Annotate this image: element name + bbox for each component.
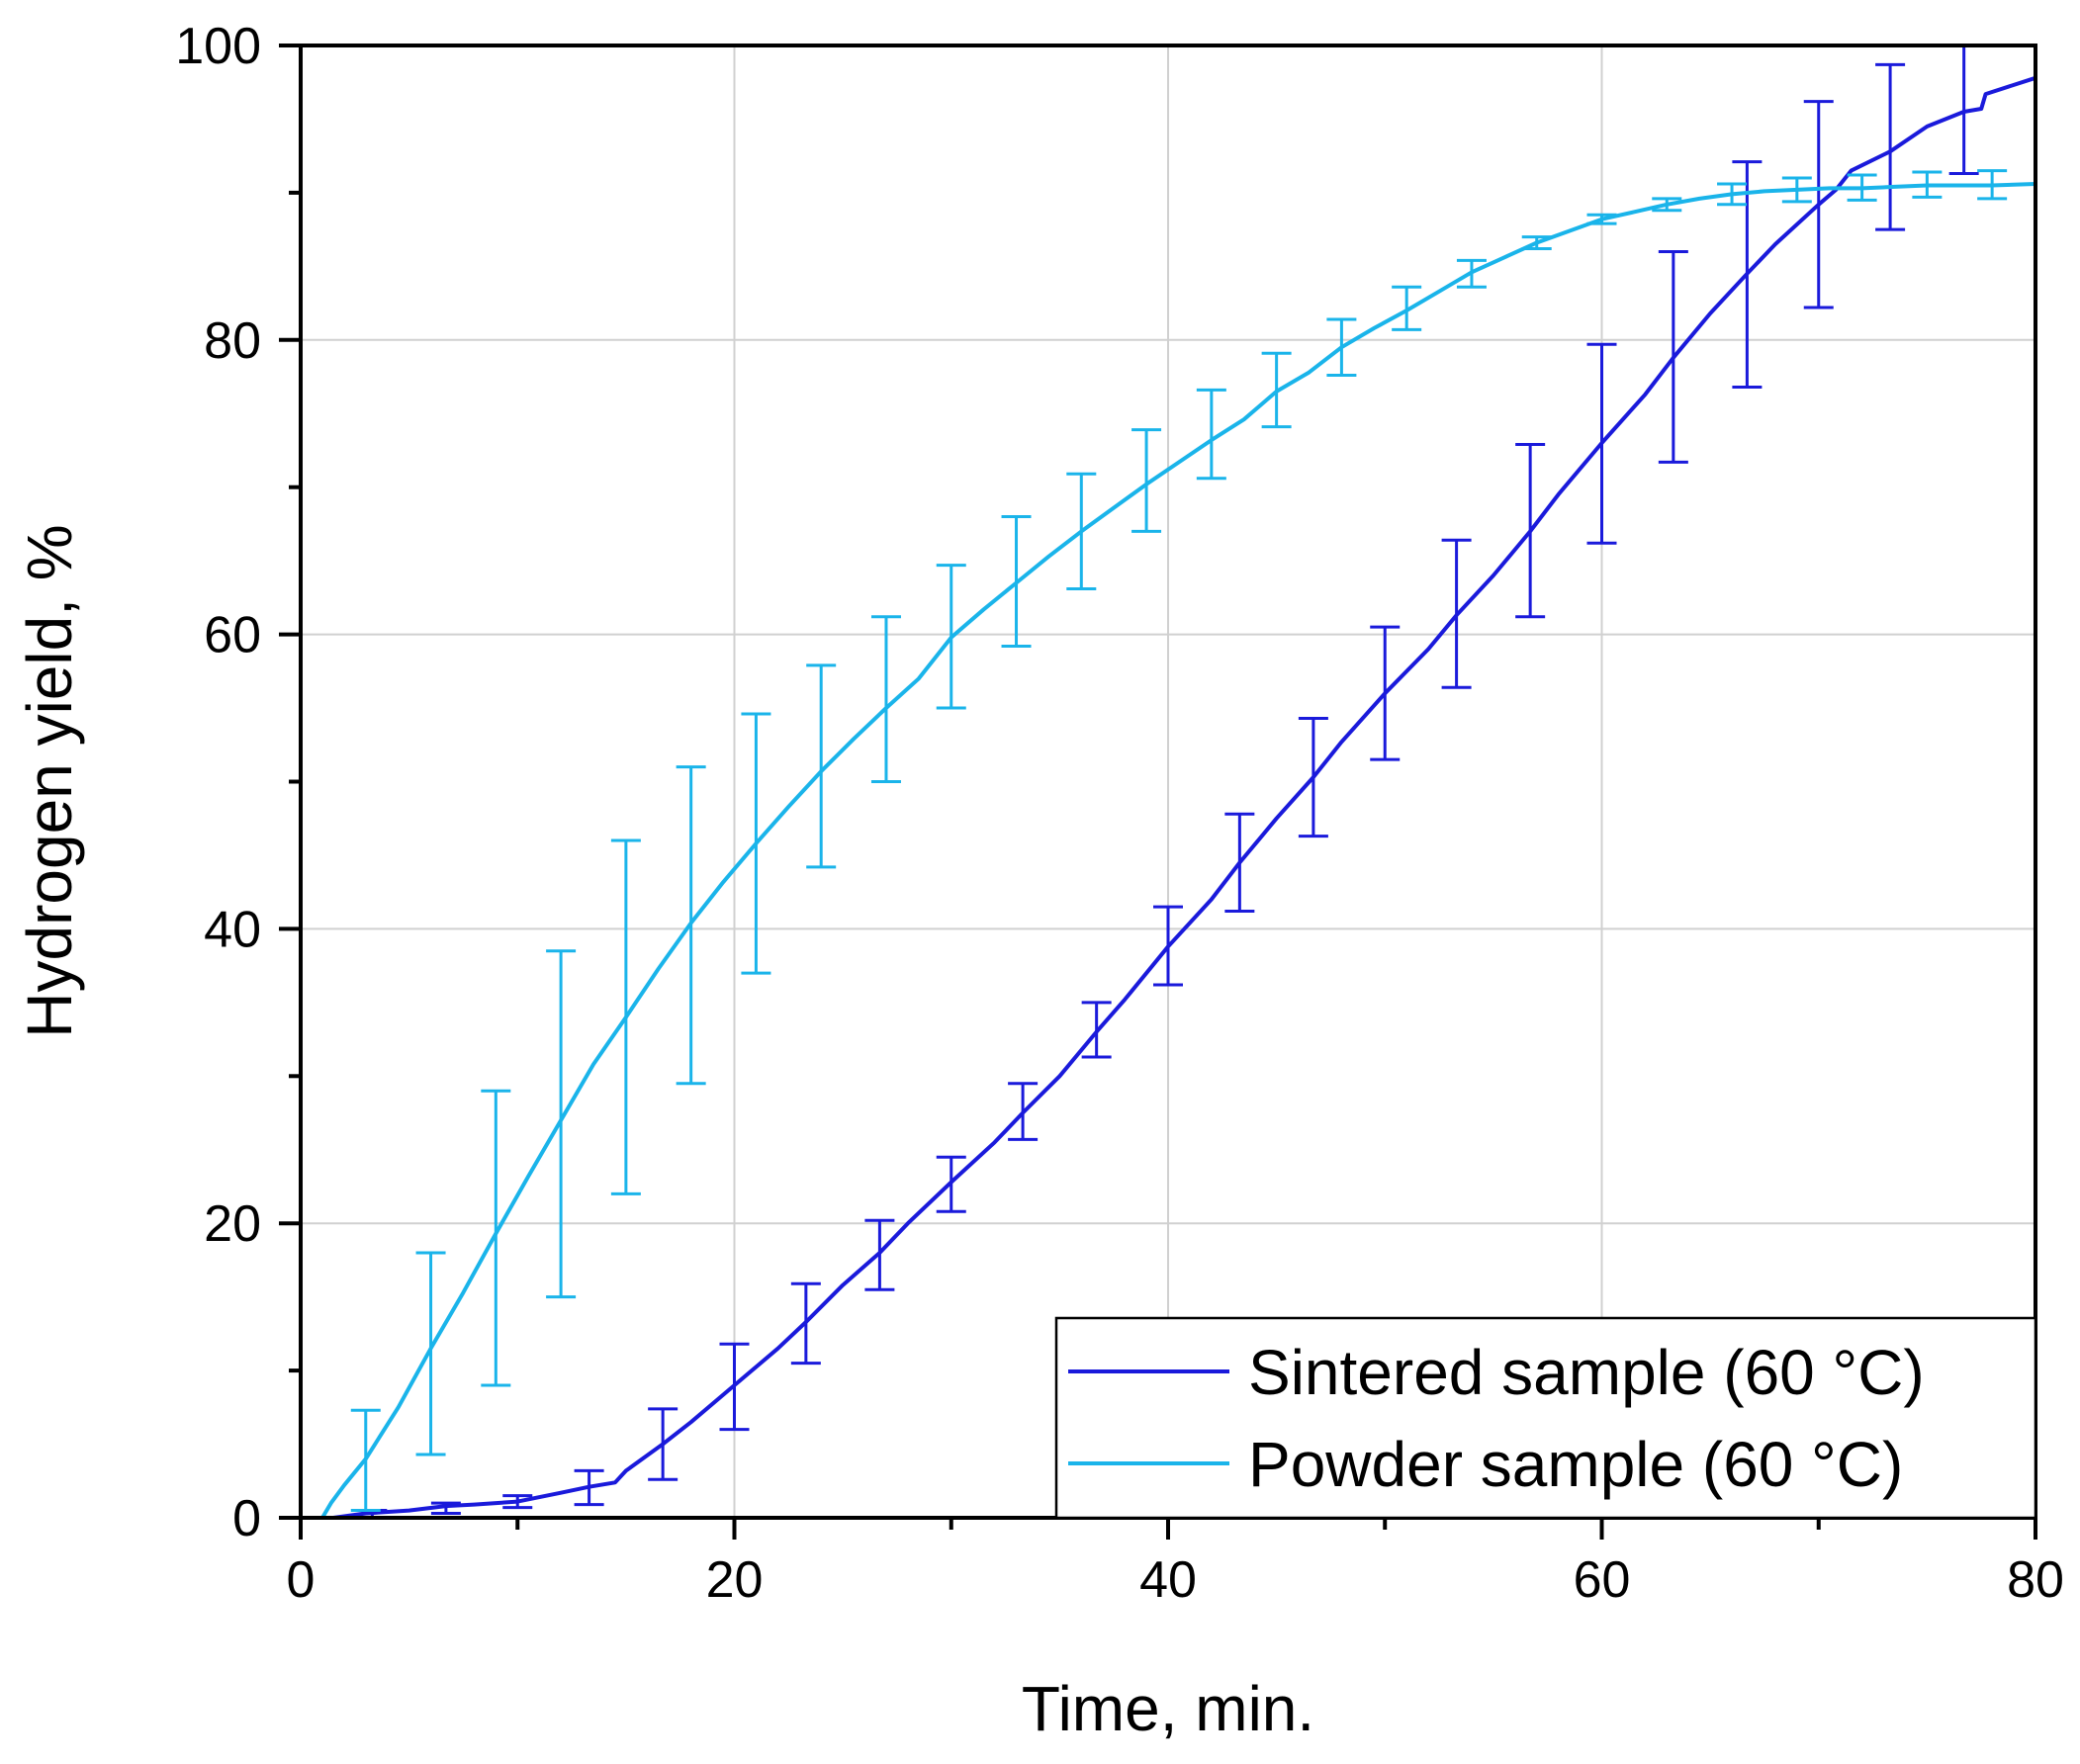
x-tick-label: 80: [2007, 1551, 2064, 1609]
line-powder: [301, 182, 2036, 1520]
y-tick-label: 60: [204, 607, 261, 664]
series-powder: [301, 169, 2036, 1520]
x-axis-title: Time, min.: [1022, 1673, 1314, 1744]
line-sintered: [301, 75, 2036, 1520]
x-tick-label: 40: [1139, 1551, 1197, 1609]
legend: Sintered sample (60 °C) Powder sample (6…: [1054, 1316, 2037, 1520]
y-tick-label: 80: [204, 312, 261, 370]
y-axis-title: Hydrogen yield, %: [14, 524, 85, 1037]
legend-label-sintered: Sintered sample (60 °C): [1248, 1337, 1925, 1408]
legend-label-powder: Powder sample (60 °C): [1248, 1429, 1903, 1500]
y-tick-label: 100: [175, 18, 261, 75]
legend-box: [1054, 1316, 2037, 1520]
axis-ticks: 0 20 40 60 80 0 20 40 60 80 100: [175, 18, 2064, 1609]
x-tick-label: 0: [287, 1551, 316, 1609]
y-tick-label: 0: [232, 1490, 261, 1547]
x-tick-label: 20: [706, 1551, 764, 1609]
y-tick-label: 40: [204, 901, 261, 958]
x-tick-label: 60: [1574, 1551, 1631, 1609]
series-layer: [301, 44, 2036, 1520]
y-tick-label: 20: [204, 1195, 261, 1253]
